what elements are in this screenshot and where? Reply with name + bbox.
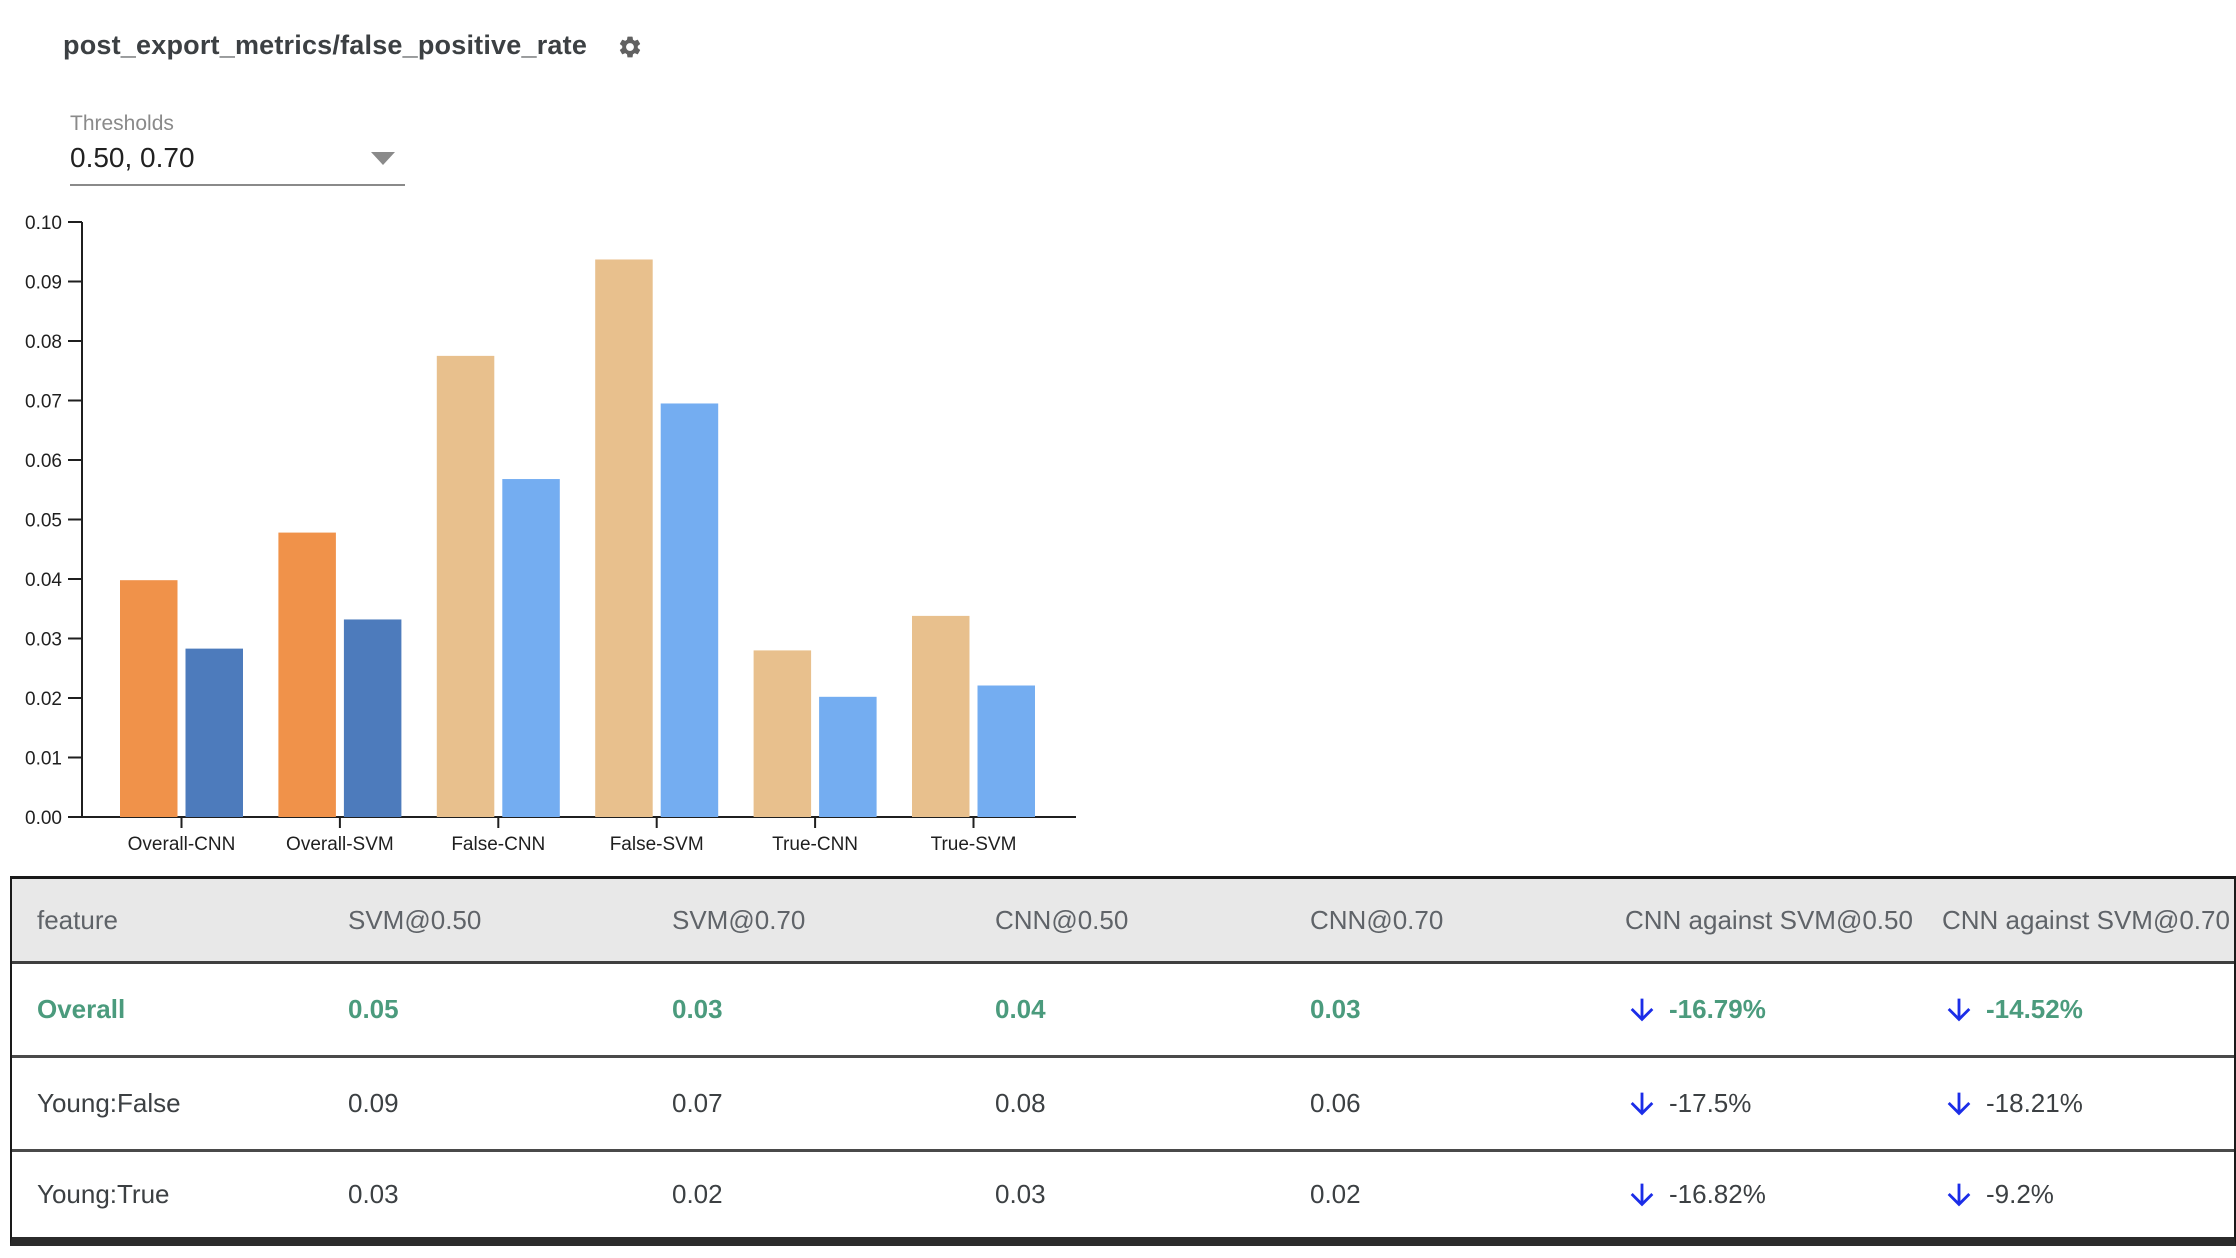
bar-Overall-SVM-threshold-0.50[interactable] (278, 532, 336, 817)
comparison-cell: -18.21% (1917, 1058, 2234, 1149)
bar-Overall-CNN-threshold-0.70[interactable] (185, 648, 244, 817)
bar-Overall-SVM-threshold-0.70[interactable] (343, 619, 402, 817)
bar-True-CNN-threshold-0.50[interactable] (753, 650, 812, 817)
comparison-cell: -14.52% (1917, 964, 2234, 1055)
comparison-cell: -16.79% (1600, 964, 1917, 1055)
y-axis-tick-label: 0.01 (25, 749, 62, 770)
column-header-cnn-0-50: CNN@0.50 (995, 904, 1129, 935)
y-axis-tick-label: 0.04 (25, 570, 62, 591)
arrow-down-icon (1947, 998, 1971, 1021)
metric-value-cell: 0.03 (672, 994, 723, 1024)
x-axis-category-label: Overall-SVM (286, 834, 394, 855)
column-header-svm-0-50: SVM@0.50 (348, 904, 482, 935)
arrow-down-icon (1630, 1092, 1654, 1115)
comparison-value: -16.82% (1669, 1179, 1766, 1209)
bar-True-SVM-threshold-0.50[interactable] (912, 615, 970, 817)
column-header-cnn-against-svm-0-70: CNN against SVM@0.70 (1942, 904, 2230, 935)
feature-cell: Overall (37, 994, 126, 1024)
feature-cell: Young:True (37, 1179, 170, 1209)
grouped-bar-chart: 0.00 0.01 0.02 0.03 0.04 0.05 0.06 0.07 0.08 0.09… (25, 213, 1076, 855)
comparison-cell: -9.2% (1917, 1152, 2234, 1237)
comparison-cell: -16.82% (1600, 1152, 1917, 1237)
y-axis-tick-label: 0.09 (25, 273, 62, 294)
x-axis-category-label: False-CNN (451, 834, 545, 855)
y-axis-tick-label: 0.03 (25, 630, 62, 651)
comparison-cell: -17.5% (1600, 1058, 1917, 1149)
bar-False-CNN-threshold-0.70[interactable] (502, 479, 560, 817)
y-axis-tick-label: 0.00 (25, 808, 62, 829)
comparison-value: -14.52% (1986, 994, 2083, 1024)
bar-False-SVM-threshold-0.70[interactable] (660, 403, 719, 817)
comparison-value: -17.5% (1669, 1088, 1752, 1118)
metric-value-cell: 0.07 (672, 1088, 723, 1118)
arrow-down-icon (1947, 1183, 1971, 1206)
thresholds-value: 0.50, 0.70 (70, 142, 195, 173)
column-header-cnn-0-70: CNN@0.70 (1310, 904, 1444, 935)
arrow-down-icon (1630, 1183, 1654, 1206)
table-row-young-false[interactable]: Young:False 0.09 0.07 0.08 0.06 -17.5% -18.21% (12, 1058, 2234, 1152)
bar-True-CNN-threshold-0.70[interactable] (819, 696, 877, 817)
arrow-down-icon (1947, 1092, 1971, 1115)
panel-header: post_export_metrics/false_positive_rate (63, 30, 643, 61)
table-header-row: feature SVM@0.50 SVM@0.70 CNN@0.50 CNN@0.70 C… (12, 879, 2234, 964)
y-axis-tick-label: 0.10 (25, 213, 62, 234)
y-axis-tick-label: 0.07 (25, 392, 62, 413)
comparison-value: -9.2% (1986, 1179, 2054, 1209)
metric-value-cell: 0.06 (1310, 1088, 1361, 1118)
dropdown-arrow-icon[interactable] (371, 151, 395, 165)
bar-Overall-CNN-threshold-0.50[interactable] (120, 580, 178, 817)
comparison-value: -16.79% (1669, 994, 1766, 1024)
thresholds-select[interactable]: Thresholds 0.50, 0.70 (70, 112, 405, 186)
column-header-svm-0-70: SVM@0.70 (672, 904, 806, 935)
metric-value-cell: 0.04 (995, 994, 1046, 1024)
bar-True-SVM-threshold-0.70[interactable] (977, 685, 1036, 817)
gear-icon[interactable] (617, 34, 643, 60)
x-axis-category-label: False-SVM (610, 834, 704, 855)
metric-value-cell: 0.03 (1310, 994, 1361, 1024)
column-header-feature: feature (37, 904, 118, 935)
table-row-young-true[interactable]: Young:True 0.03 0.02 0.03 0.02 -16.82% -9.2% (12, 1152, 2234, 1237)
page-title: post_export_metrics/false_positive_rate (63, 30, 588, 60)
metric-value-cell: 0.08 (995, 1088, 1046, 1118)
metric-value-cell: 0.03 (995, 1179, 1046, 1209)
y-axis-tick-label: 0.02 (25, 689, 62, 710)
metric-value-cell: 0.05 (348, 994, 399, 1024)
metric-value-cell: 0.02 (1310, 1179, 1361, 1209)
bar-False-CNN-threshold-0.50[interactable] (436, 355, 495, 817)
metric-value-cell: 0.02 (672, 1179, 723, 1209)
y-axis-tick-label: 0.08 (25, 332, 62, 353)
x-axis-category-label: Overall-CNN (128, 834, 236, 855)
x-axis-category-label: True-SVM (931, 834, 1017, 855)
y-axis-tick-label: 0.05 (25, 511, 62, 532)
bar-False-SVM-threshold-0.50[interactable] (595, 259, 653, 817)
arrow-down-icon (1630, 998, 1654, 1021)
metric-value-cell: 0.03 (348, 1179, 399, 1209)
table-row-overall[interactable]: Overall 0.05 0.03 0.04 0.03 -16.79% -14.52% (12, 964, 2234, 1058)
y-axis-tick-label: 0.06 (25, 451, 62, 472)
comparison-value: -18.21% (1986, 1088, 2083, 1118)
column-header-cnn-against-svm-0-50: CNN against SVM@0.50 (1625, 904, 1913, 935)
metric-value-cell: 0.09 (348, 1088, 399, 1118)
metrics-table: feature SVM@0.50 SVM@0.70 CNN@0.50 CNN@0.70 C… (10, 876, 2236, 1246)
thresholds-label: Thresholds (70, 112, 174, 135)
x-axis-category-label: True-CNN (772, 834, 858, 855)
feature-cell: Young:False (37, 1088, 181, 1118)
